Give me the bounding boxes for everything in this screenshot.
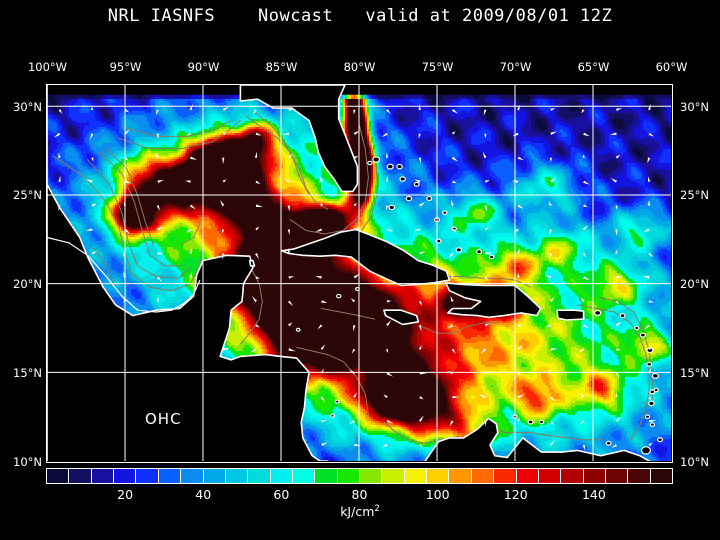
colorbar-unit-label: kJ/cm2 <box>0 504 720 519</box>
colorbar-cell <box>583 469 605 483</box>
colorbar-cell <box>315 469 337 483</box>
ohc-field-plot <box>47 85 671 461</box>
inland-boundary <box>47 236 201 313</box>
colorbar <box>46 468 673 484</box>
lat-tick-label-left: 25°N <box>13 188 42 203</box>
page-title: NRL IASNFS Nowcast valid at 2009/08/01 1… <box>107 6 613 26</box>
colorbar-cell <box>158 469 181 483</box>
current-vectors <box>54 103 657 451</box>
lat-tick-label-right: 30°N <box>680 99 709 114</box>
colorbar-swatches <box>47 469 673 483</box>
colorbar-cell <box>225 469 248 483</box>
colorbar-cell <box>270 469 292 483</box>
colorbar-cell <box>47 469 69 483</box>
colorbar-cell <box>337 469 360 483</box>
field-label: OHC <box>145 410 182 428</box>
colorbar-cell <box>136 469 158 483</box>
colorbar-cell <box>628 469 650 483</box>
colorbar-cell <box>203 469 225 483</box>
colorbar-tick-label: 140 <box>581 487 606 502</box>
colorbar-cell <box>382 469 404 483</box>
colorbar-cell <box>181 469 203 483</box>
colorbar-tick-label: 40 <box>195 487 212 502</box>
colorbar-cell <box>427 469 449 483</box>
lon-tick-label: 80°W <box>343 60 376 74</box>
lon-tick-label: 70°W <box>499 60 532 74</box>
lat-tick-label-left: 10°N <box>13 454 42 469</box>
colorbar-cell <box>494 469 516 483</box>
lon-tick-label: 100°W <box>27 60 68 74</box>
lat-tick-label-right: 20°N <box>680 277 709 292</box>
colorbar-cell <box>538 469 561 483</box>
ohc-color-field <box>47 85 671 461</box>
lat-tick-label-right: 25°N <box>680 188 709 203</box>
colorbar-cell <box>69 469 91 483</box>
colorbar-cell <box>360 469 382 483</box>
colorbar-cell <box>248 469 270 483</box>
colorbar-tick-label: 80 <box>351 487 368 502</box>
colorbar-cell <box>516 469 538 483</box>
lat-tick-label-right: 10°N <box>680 454 709 469</box>
unit-exponent: 2 <box>374 504 380 514</box>
unit-main: kJ/cm <box>340 504 375 520</box>
lat-tick-label-left: 15°N <box>13 365 42 380</box>
lon-tick-label: 75°W <box>421 60 454 74</box>
lat-tick-label-left: 30°N <box>13 99 42 114</box>
colorbar-tick-label: 60 <box>273 487 290 502</box>
colorbar-cell <box>471 469 494 483</box>
colorbar-tick-label: 20 <box>117 487 134 502</box>
colorbar-cell <box>605 469 628 483</box>
map-frame[interactable] <box>46 84 673 463</box>
lon-tick-label: 95°W <box>109 60 142 74</box>
colorbar-cell <box>114 469 136 483</box>
colorbar-cell <box>404 469 427 483</box>
colorbar-cell <box>561 469 583 483</box>
graticule <box>47 85 671 461</box>
colorbar-cell <box>449 469 471 483</box>
lat-tick-label-right: 15°N <box>680 365 709 380</box>
colorbar-cell <box>292 469 315 483</box>
lon-tick-label: 65°W <box>577 60 610 74</box>
map-canvas[interactable] <box>47 85 672 462</box>
lon-tick-label: 60°W <box>655 60 688 74</box>
colorbar-cell <box>91 469 114 483</box>
colorbar-tick-label: 100 <box>425 487 450 502</box>
lat-tick-label-left: 20°N <box>13 277 42 292</box>
lon-tick-label: 85°W <box>265 60 298 74</box>
lon-tick-label: 90°W <box>187 60 220 74</box>
colorbar-cell <box>650 469 673 483</box>
colorbar-tick-label: 120 <box>503 487 528 502</box>
